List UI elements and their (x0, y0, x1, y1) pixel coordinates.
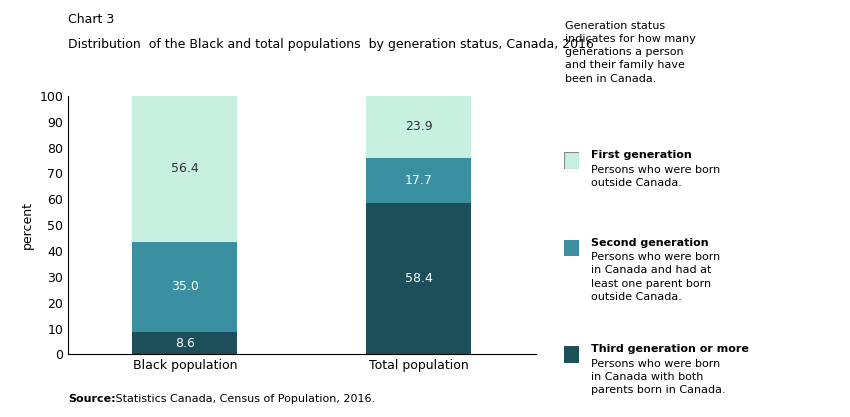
Text: Generation status
indicates for how many
generations a person
and their family h: Generation status indicates for how many… (565, 21, 696, 84)
Bar (133, 96, 237, 242)
Text: 17.7: 17.7 (405, 174, 433, 187)
Text: Chart 3: Chart 3 (68, 13, 114, 25)
Text: 23.9: 23.9 (405, 121, 433, 133)
Text: Third generation or more: Third generation or more (591, 344, 749, 354)
Text: Persons who were born
in Canada and had at
least one parent born
outside Canada.: Persons who were born in Canada and had … (591, 252, 720, 302)
Bar (366, 203, 471, 354)
Bar (366, 96, 471, 158)
Text: Persons who were born
outside Canada.: Persons who were born outside Canada. (591, 165, 720, 188)
Text: 35.0: 35.0 (171, 281, 199, 294)
Bar (133, 332, 237, 354)
Text: First generation: First generation (591, 150, 692, 160)
Bar (133, 242, 237, 332)
Text: Distribution  of the Black and total populations  by generation status, Canada, : Distribution of the Black and total popu… (68, 38, 594, 50)
Text: Persons who were born
in Canada with both
parents born in Canada.: Persons who were born in Canada with bot… (591, 359, 725, 395)
Y-axis label: percent: percent (20, 201, 34, 249)
Text: Source:: Source: (68, 394, 116, 404)
Bar (366, 158, 471, 203)
Text: Statistics Canada, Census of Population, 2016.: Statistics Canada, Census of Population,… (112, 394, 376, 404)
Text: 8.6: 8.6 (175, 337, 195, 350)
Text: Second generation: Second generation (591, 238, 708, 248)
Text: 56.4: 56.4 (171, 162, 199, 175)
Text: 58.4: 58.4 (405, 272, 433, 286)
